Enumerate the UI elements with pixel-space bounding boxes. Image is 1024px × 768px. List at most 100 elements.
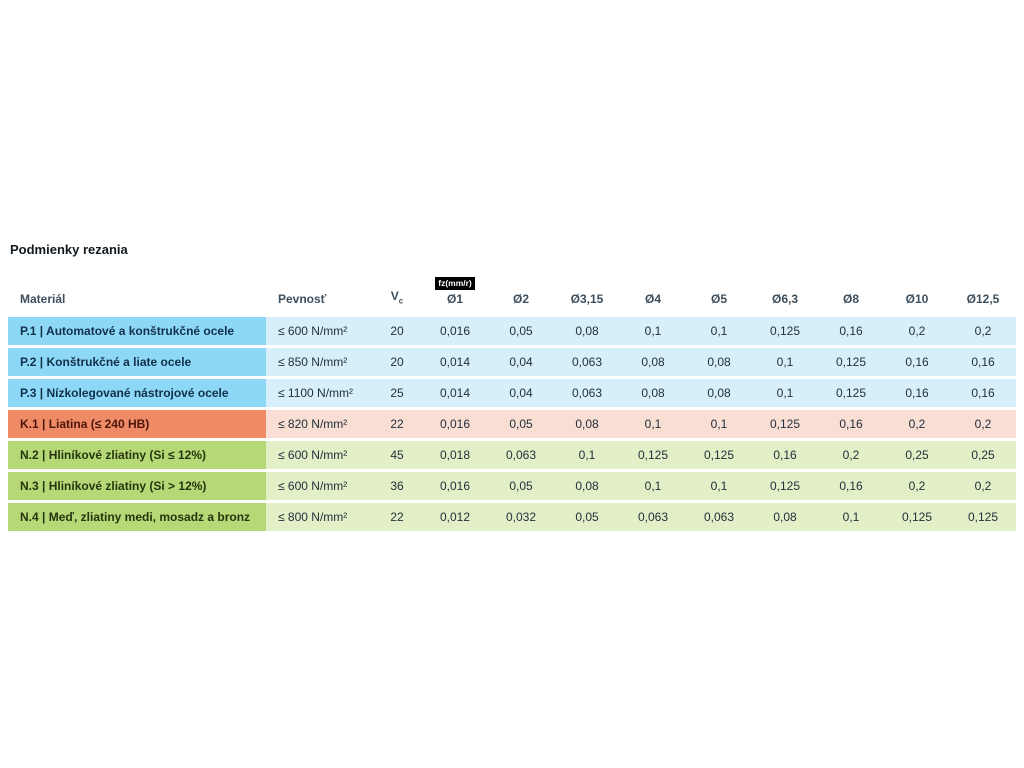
fz-value-cell: 0,2 [950,409,1016,438]
strength-cell: ≤ 820 N/mm² [266,409,372,438]
material-cell: N.3 | Hliníkové zliatiny (Si > 12%) [8,471,266,500]
fz-value-cell: 0,16 [884,347,950,376]
fz-value-cell: 0,1 [752,347,818,376]
fz-value-cell: 0,2 [884,409,950,438]
table-row: N.3 | Hliníkové zliatiny (Si > 12%) ≤ 600… [8,471,1016,500]
dia-label: Ø1 [446,292,463,307]
vc-cell: 20 [372,347,422,376]
vc-cell: 22 [372,409,422,438]
header-dia-4: Ø4 [620,276,686,314]
fz-value-cell: 0,08 [686,347,752,376]
strength-cell: ≤ 800 N/mm² [266,502,372,531]
fz-value-cell: 0,012 [422,502,488,531]
dia-label: Ø2 [512,292,529,307]
fz-value-cell: 0,04 [488,347,554,376]
table-header: Materiál Pevnosť Vc fz(mm/r) Ø1 Ø2 Ø3,15… [8,276,1016,314]
vc-cell: 25 [372,378,422,407]
header-dia-6: Ø6,3 [752,276,818,314]
fz-value-cell: 0,08 [554,409,620,438]
fz-value-cell: 0,063 [620,502,686,531]
header-dia-7: Ø8 [818,276,884,314]
fz-value-cell: 0,1 [818,502,884,531]
fz-value-cell: 0,1 [620,316,686,345]
fz-value-cell: 0,125 [752,316,818,345]
material-cell: P.2 | Konštrukčné a liate ocele [8,347,266,376]
strength-cell: ≤ 600 N/mm² [266,440,372,469]
fz-unit-badge: fz(mm/r) [435,277,475,291]
fz-value-cell: 0,2 [950,316,1016,345]
fz-value-cell: 0,1 [686,471,752,500]
fz-value-cell: 0,05 [488,316,554,345]
fz-value-cell: 0,125 [818,347,884,376]
dia-label: Ø12,5 [966,292,1000,307]
dia-label: Ø6,3 [771,292,798,307]
material-cell: P.3 | Nízkolegované nástrojové ocele [8,378,266,407]
fz-value-cell: 0,08 [554,471,620,500]
strength-cell: ≤ 600 N/mm² [266,316,372,345]
fz-value-cell: 0,2 [950,471,1016,500]
table-row: N.2 | Hliníkové zliatiny (Si ≤ 12%) ≤ 600… [8,440,1016,469]
fz-value-cell: 0,2 [884,316,950,345]
dia-label: Ø10 [905,292,929,307]
fz-value-cell: 0,05 [488,409,554,438]
header-dia-2: Ø2 [488,276,554,314]
fz-value-cell: 0,016 [422,471,488,500]
vc-cell: 20 [372,316,422,345]
fz-value-cell: 0,08 [620,347,686,376]
fz-value-cell: 0,16 [752,440,818,469]
fz-value-cell: 0,1 [620,471,686,500]
dia-label: Ø5 [710,292,727,307]
fz-value-cell: 0,125 [752,471,818,500]
fz-value-cell: 0,08 [554,316,620,345]
fz-value-cell: 0,08 [620,378,686,407]
fz-value-cell: 0,014 [422,378,488,407]
fz-value-cell: 0,16 [818,471,884,500]
header-dia-1: fz(mm/r) Ø1 [422,276,488,314]
fz-value-cell: 0,08 [686,378,752,407]
header-strength: Pevnosť [278,292,327,307]
fz-value-cell: 0,1 [686,316,752,345]
table-row: P.1 | Automatové a konštrukčné ocele ≤ 60… [8,316,1016,345]
fz-value-cell: 0,125 [686,440,752,469]
material-cell: N.2 | Hliníkové zliatiny (Si ≤ 12%) [8,440,266,469]
header-dia-3: Ø3,15 [554,276,620,314]
fz-value-cell: 0,1 [620,409,686,438]
vc-main: V [390,289,399,304]
fz-value-cell: 0,125 [818,378,884,407]
fz-value-cell: 0,05 [554,502,620,531]
material-cell: P.1 | Automatové a konštrukčné ocele [8,316,266,345]
fz-value-cell: 0,16 [950,347,1016,376]
fz-value-cell: 0,16 [818,409,884,438]
fz-value-cell: 0,25 [884,440,950,469]
table-row: P.2 | Konštrukčné a liate ocele ≤ 850 N/m… [8,347,1016,376]
fz-value-cell: 0,125 [884,502,950,531]
material-cell: K.1 | Liatina (≤ 240 HB) [8,409,266,438]
cutting-conditions-table: Materiál Pevnosť Vc fz(mm/r) Ø1 Ø2 Ø3,15… [8,273,1016,534]
fz-value-cell: 0,1 [554,440,620,469]
fz-value-cell: 0,04 [488,378,554,407]
fz-value-cell: 0,05 [488,471,554,500]
fz-value-cell: 0,032 [488,502,554,531]
fz-value-cell: 0,1 [686,409,752,438]
dia-label: Ø3,15 [570,292,604,307]
strength-cell: ≤ 600 N/mm² [266,471,372,500]
fz-value-cell: 0,125 [620,440,686,469]
fz-value-cell: 0,16 [818,316,884,345]
fz-value-cell: 0,1 [752,378,818,407]
vc-cell: 45 [372,440,422,469]
fz-value-cell: 0,2 [818,440,884,469]
fz-value-cell: 0,16 [884,378,950,407]
table-row: N.4 | Meď, zliatiny medi, mosadz a bronz… [8,502,1016,531]
fz-value-cell: 0,063 [686,502,752,531]
fz-value-cell: 0,16 [950,378,1016,407]
table-row: P.3 | Nízkolegované nástrojové ocele ≤ 11… [8,378,1016,407]
fz-value-cell: 0,016 [422,409,488,438]
header-material: Materiál [20,292,66,307]
vc-cell: 22 [372,502,422,531]
header-dia-5: Ø5 [686,276,752,314]
fz-value-cell: 0,018 [422,440,488,469]
strength-cell: ≤ 850 N/mm² [266,347,372,376]
table-row: K.1 | Liatina (≤ 240 HB) ≤ 820 N/mm² 22 0,0… [8,409,1016,438]
fz-value-cell: 0,25 [950,440,1016,469]
fz-value-cell: 0,08 [752,502,818,531]
